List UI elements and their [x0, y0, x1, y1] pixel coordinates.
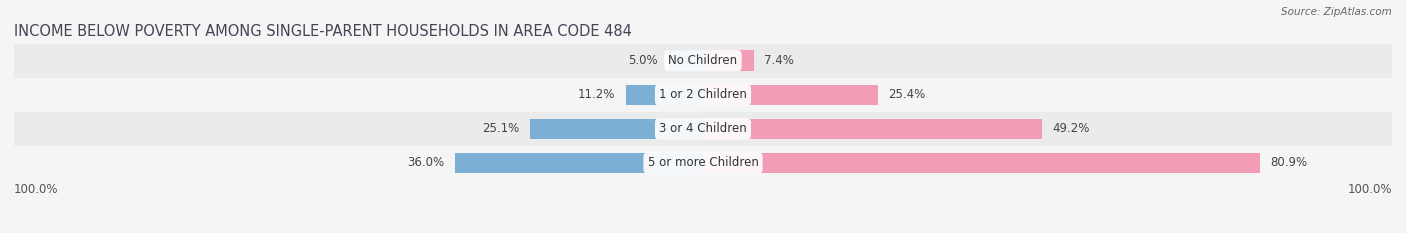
Bar — [14, 146, 1392, 180]
Text: 36.0%: 36.0% — [408, 157, 444, 169]
Bar — [530, 119, 703, 139]
Bar — [14, 112, 1392, 146]
Text: 5 or more Children: 5 or more Children — [648, 157, 758, 169]
Text: 25.1%: 25.1% — [482, 122, 520, 135]
Text: 49.2%: 49.2% — [1052, 122, 1090, 135]
Bar — [703, 85, 877, 105]
Bar — [456, 153, 703, 173]
Bar — [703, 119, 1042, 139]
Text: 1 or 2 Children: 1 or 2 Children — [659, 88, 747, 101]
Text: 3 or 4 Children: 3 or 4 Children — [659, 122, 747, 135]
Text: 100.0%: 100.0% — [1347, 183, 1392, 196]
Text: No Children: No Children — [668, 54, 738, 67]
Text: INCOME BELOW POVERTY AMONG SINGLE-PARENT HOUSEHOLDS IN AREA CODE 484: INCOME BELOW POVERTY AMONG SINGLE-PARENT… — [14, 24, 631, 39]
Bar — [669, 51, 703, 71]
Bar — [626, 85, 703, 105]
Text: 100.0%: 100.0% — [14, 183, 59, 196]
Text: 5.0%: 5.0% — [628, 54, 658, 67]
Text: 25.4%: 25.4% — [889, 88, 925, 101]
Text: Source: ZipAtlas.com: Source: ZipAtlas.com — [1281, 7, 1392, 17]
Bar — [703, 153, 1260, 173]
Text: 7.4%: 7.4% — [765, 54, 794, 67]
Bar — [14, 44, 1392, 78]
Bar — [14, 78, 1392, 112]
Text: 80.9%: 80.9% — [1271, 157, 1308, 169]
Bar — [703, 51, 754, 71]
Text: 11.2%: 11.2% — [578, 88, 616, 101]
